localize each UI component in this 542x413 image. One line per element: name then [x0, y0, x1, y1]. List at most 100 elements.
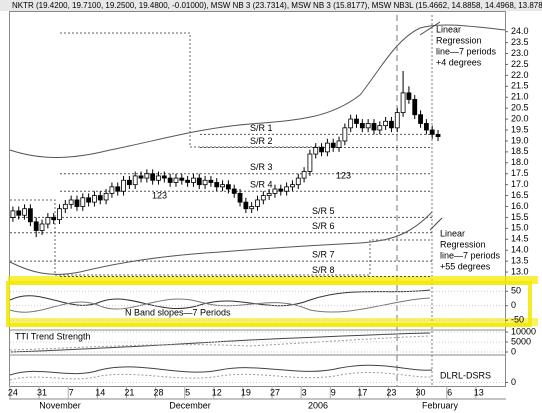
candle-body	[196, 177, 202, 186]
highlight-band	[8, 276, 538, 284]
candle-body	[359, 123, 365, 129]
candle-body	[161, 175, 167, 179]
month-label: February	[422, 400, 459, 410]
candle-body	[231, 188, 237, 194]
y-tick-label: 14.0	[511, 245, 529, 255]
candle-body	[307, 153, 313, 172]
candle-body	[167, 177, 173, 183]
candle-body	[185, 179, 191, 183]
sr-label: S/R 7	[312, 250, 335, 260]
candle-body	[290, 184, 295, 188]
y-tick-label: 0	[511, 346, 516, 356]
x-tick-label: 19	[241, 387, 251, 397]
annotation: 123	[152, 190, 167, 200]
candle-body	[284, 186, 290, 192]
panel-title: N Band slopes—7 Periods	[125, 307, 231, 317]
y-tick-label: 22.0	[511, 70, 529, 80]
candle-body	[243, 201, 249, 210]
panel-title: TTI Trend Strength	[15, 331, 91, 341]
candle-body	[377, 125, 383, 131]
y-tick-label: 17.5	[511, 168, 529, 178]
x-tick-label: 6	[447, 387, 452, 397]
annotation: 123	[336, 170, 351, 180]
y-tick-label: -50	[511, 315, 524, 325]
candle-body	[57, 208, 62, 221]
y-tick-label: 18.5	[511, 146, 529, 156]
candle-body	[27, 208, 33, 223]
x-tick-label: 23	[386, 387, 396, 397]
candle-body	[301, 171, 307, 179]
highlight-band	[8, 318, 538, 326]
dotted-band	[10, 199, 432, 276]
x-tick-label: 3	[302, 387, 307, 397]
candle-body	[68, 199, 74, 205]
candle-body	[97, 195, 103, 201]
candle-body	[423, 123, 429, 131]
candle-body	[74, 199, 80, 207]
panel-title: DLRL-DSRS	[440, 370, 491, 380]
candle-body	[225, 184, 231, 190]
x-tick-label: 12	[212, 387, 222, 397]
candle-body	[103, 192, 109, 201]
annotation: Linear	[436, 24, 461, 34]
candle-body	[16, 210, 22, 216]
candle-body	[237, 192, 243, 203]
candle-body	[406, 92, 412, 100]
y-tick-label: 0	[511, 377, 516, 387]
candle-body	[144, 173, 150, 179]
candle-body	[389, 120, 394, 129]
candle-body	[348, 118, 354, 129]
y-tick-label: 16.5	[511, 190, 529, 200]
candle-body	[255, 199, 260, 207]
candle-body	[336, 140, 342, 148]
candle-body	[342, 127, 348, 142]
sr-label: S/R 8	[312, 265, 335, 275]
y-tick-label: 21.0	[511, 92, 529, 102]
candle-body	[138, 175, 144, 179]
sr-label: S/R 6	[312, 221, 335, 231]
y-tick-label: 5000	[511, 336, 531, 346]
candle-body	[319, 147, 324, 153]
pointer-arrow	[419, 21, 441, 36]
annotation: Regression	[436, 35, 482, 45]
candle-body	[33, 221, 39, 231]
y-tick-label: 23.0	[511, 48, 529, 58]
candle-body	[191, 177, 196, 183]
x-tick-label: 7	[69, 387, 74, 397]
month-label: 2006	[308, 400, 328, 410]
x-tick-label: 13	[474, 387, 484, 397]
y-tick-label: 24.0	[511, 26, 529, 36]
x-tick-label: 27	[270, 387, 280, 397]
sr-label: S/R 3	[250, 162, 273, 172]
annotation: +4 degrees	[436, 57, 482, 67]
annotation: line—7 periods	[436, 46, 497, 56]
chart-title: NKTR (19.4200, 19.7100, 19.2500, 19.4800…	[12, 1, 542, 10]
pointer-arrow	[429, 217, 443, 231]
candle-body	[121, 179, 126, 192]
candle-body	[80, 197, 86, 207]
candle-body	[150, 173, 156, 181]
x-tick-label: 17	[357, 387, 367, 397]
y-tick-label: 13.0	[511, 266, 529, 276]
candle-body	[371, 123, 377, 131]
candle-body	[214, 182, 220, 188]
indicator-curve	[9, 364, 433, 376]
y-tick-label: 15.0	[511, 223, 529, 233]
candle-body	[10, 210, 16, 218]
x-tick-label: 30	[416, 387, 426, 397]
y-tick-label: 22.5	[511, 59, 529, 69]
candle-body	[313, 147, 319, 155]
x-tick-label: 9	[331, 387, 336, 397]
month-label: December	[169, 400, 211, 410]
indicator-curve	[9, 372, 433, 381]
y-tick-label: 10000	[511, 326, 536, 336]
candle-body	[400, 92, 406, 113]
candle-body	[179, 177, 185, 181]
x-tick-label: 28	[153, 387, 163, 397]
candle-body	[249, 206, 255, 210]
sr-label: S/R 5	[312, 206, 335, 216]
candle-body	[330, 142, 336, 148]
candle-body	[202, 179, 208, 186]
